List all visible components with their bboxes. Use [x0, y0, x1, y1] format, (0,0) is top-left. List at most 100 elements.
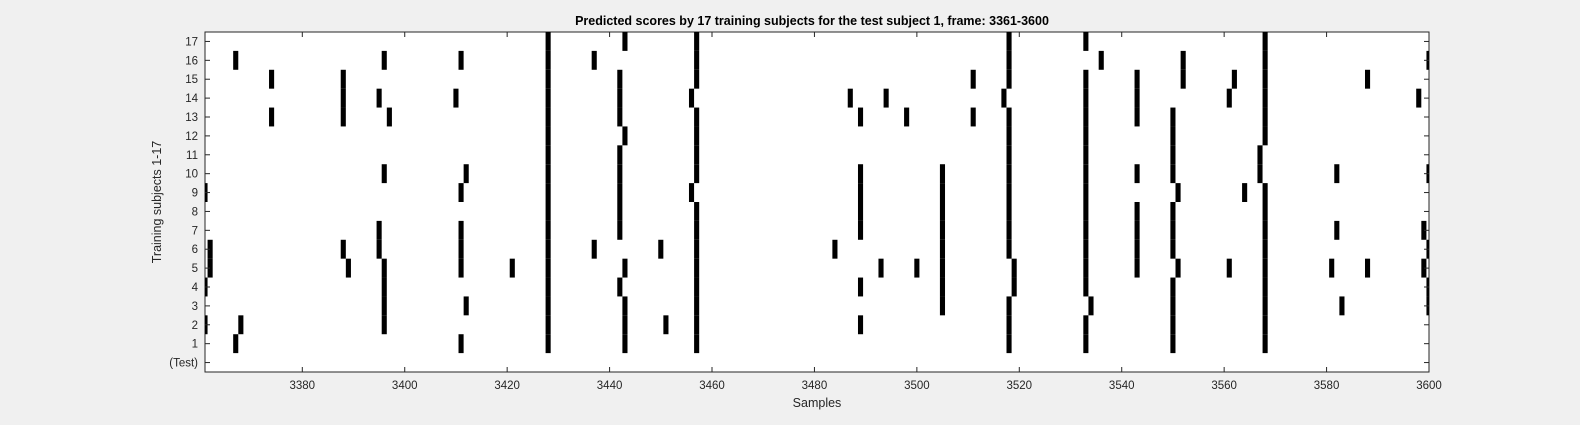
raster-mark	[1180, 50, 1186, 70]
raster-mark	[1083, 88, 1089, 108]
raster-mark	[622, 32, 628, 51]
raster-mark	[622, 126, 628, 146]
raster-mark	[233, 50, 239, 70]
raster-mark	[545, 88, 551, 108]
y-tick-label: 3	[192, 301, 198, 313]
raster-mark	[1170, 126, 1176, 146]
raster-mark	[883, 88, 889, 108]
x-tick-label: 3440	[597, 380, 623, 392]
raster-mark	[688, 88, 695, 108]
raster-mark	[1329, 258, 1335, 278]
raster-mark	[939, 296, 946, 316]
raster-mark	[622, 258, 628, 278]
raster-mark	[1262, 50, 1268, 70]
raster-mark	[1364, 69, 1371, 89]
raster-mark	[939, 220, 946, 240]
raster-mark	[545, 296, 551, 316]
raster-mark	[617, 202, 623, 221]
raster-mark	[1006, 202, 1012, 221]
raster-mark	[1170, 107, 1176, 127]
y-axis-label: Training subjects 1-17	[150, 141, 164, 264]
raster-mark	[1134, 107, 1140, 127]
raster-mark	[694, 126, 700, 146]
raster-mark	[545, 220, 551, 240]
raster-mark	[233, 334, 239, 354]
y-tick-label: 15	[185, 74, 198, 86]
raster-mark	[1242, 183, 1248, 202]
y-tick-label: 5	[192, 263, 198, 275]
raster-mark	[694, 277, 700, 297]
raster-marks	[205, 32, 1429, 354]
raster-mark	[1006, 334, 1012, 354]
x-tick-label: 3520	[1006, 380, 1032, 392]
raster-mark	[1262, 32, 1268, 51]
raster-mark	[1083, 32, 1089, 51]
raster-mark	[1006, 183, 1012, 202]
raster-mark	[857, 107, 864, 127]
raster-mark	[939, 183, 946, 202]
raster-mark	[694, 334, 700, 354]
raster-mark	[694, 69, 700, 89]
raster-mark	[857, 164, 864, 184]
raster-mark	[376, 239, 382, 259]
raster-mark	[688, 183, 695, 202]
raster-mark	[1170, 164, 1176, 184]
raster-mark	[622, 334, 628, 354]
raster-mark	[1226, 88, 1232, 108]
raster-mark	[1262, 296, 1268, 316]
raster-mark	[857, 315, 864, 335]
x-tick-label: 3460	[699, 380, 725, 392]
y-tick-label: 4	[192, 282, 199, 294]
raster-mark	[694, 32, 700, 51]
raster-mark	[1134, 69, 1140, 89]
raster-mark	[939, 202, 946, 221]
raster-mark	[1421, 258, 1427, 278]
raster-mark	[1083, 126, 1089, 146]
raster-mark	[1262, 315, 1268, 335]
raster-mark	[1262, 126, 1268, 146]
raster-mark	[381, 258, 387, 278]
raster-mark	[1083, 277, 1089, 297]
y-tick-label: 13	[185, 112, 198, 124]
raster-mark	[694, 50, 700, 70]
raster-mark	[1098, 50, 1104, 70]
raster-mark	[1134, 88, 1140, 108]
raster-mark	[1006, 164, 1012, 184]
raster-mark	[381, 315, 387, 335]
y-tick-label: (Test)	[169, 358, 198, 370]
raster-mark	[458, 50, 464, 70]
raster-mark	[694, 296, 700, 316]
raster-mark	[545, 145, 551, 165]
x-tick-label: 3580	[1314, 380, 1340, 392]
raster-mark	[1088, 296, 1094, 316]
raster-mark	[857, 220, 864, 240]
raster-mark	[694, 145, 700, 165]
raster-mark	[545, 32, 551, 51]
raster-mark	[1083, 239, 1089, 259]
raster-mark	[1257, 164, 1263, 184]
raster-mark	[663, 315, 669, 335]
raster-mark	[617, 220, 623, 240]
raster-mark	[1011, 277, 1017, 297]
x-tick-label: 3540	[1109, 380, 1135, 392]
raster-mark	[970, 107, 976, 127]
raster-mark	[1262, 220, 1268, 240]
y-tick-label: 11	[186, 150, 198, 162]
raster-mark	[622, 296, 628, 316]
raster-mark	[857, 183, 864, 202]
raster-mark	[1170, 315, 1176, 335]
raster-mark	[1134, 239, 1140, 259]
raster-mark	[386, 107, 392, 127]
raster-mark	[458, 239, 464, 259]
raster-mark	[1083, 107, 1089, 127]
raster-mark	[591, 50, 597, 70]
raster-mark	[340, 69, 346, 89]
raster-mark	[847, 88, 853, 108]
raster-mark	[381, 50, 387, 70]
raster-mark	[857, 277, 864, 297]
raster-mark	[1083, 334, 1089, 354]
raster-mark	[939, 258, 946, 278]
y-tick-label: 9	[192, 188, 198, 200]
raster-mark	[832, 239, 838, 259]
raster-mark	[694, 315, 700, 335]
